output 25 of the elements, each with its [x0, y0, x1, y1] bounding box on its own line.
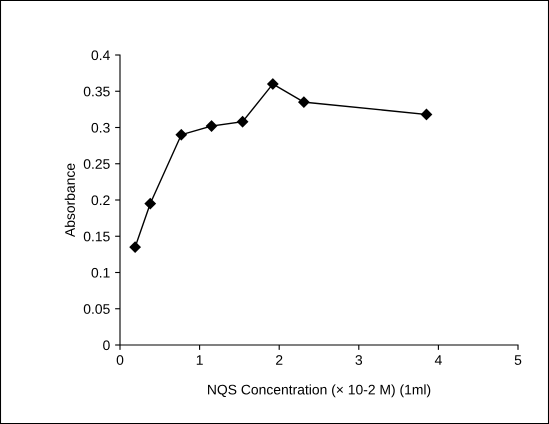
y-tick-label: 0.15	[84, 232, 110, 242]
y-tick-label: 0.25	[84, 159, 110, 169]
y-tick-label: 0.35	[84, 86, 110, 96]
point	[298, 96, 310, 108]
y-axis-title: Absorbance	[64, 164, 75, 238]
y-tick-label: 0.2	[92, 195, 110, 206]
y-tick-label: 0.05	[84, 304, 110, 314]
x-tick-label: 1	[196, 355, 203, 365]
point	[267, 78, 278, 90]
x-tick-label: 0	[116, 355, 124, 365]
point	[206, 120, 218, 132]
y-tick-label: 0.1	[92, 268, 110, 278]
point	[420, 108, 432, 120]
y-tick-label: 0	[103, 340, 110, 350]
x-axis-title: NQS Concentration (× 10-2 M) (1ml)	[208, 384, 430, 398]
point	[130, 242, 141, 253]
y-tick-label: 0.3	[92, 122, 110, 133]
x-tick-label: 2	[276, 355, 282, 365]
point	[176, 129, 187, 140]
x-tick-label: 5	[514, 355, 522, 365]
point	[236, 116, 248, 128]
x-tick-label: 4	[434, 355, 442, 365]
y-tick-label: 0.4	[92, 50, 110, 60]
point	[144, 198, 156, 210]
x-tick-label: 3	[355, 355, 362, 365]
